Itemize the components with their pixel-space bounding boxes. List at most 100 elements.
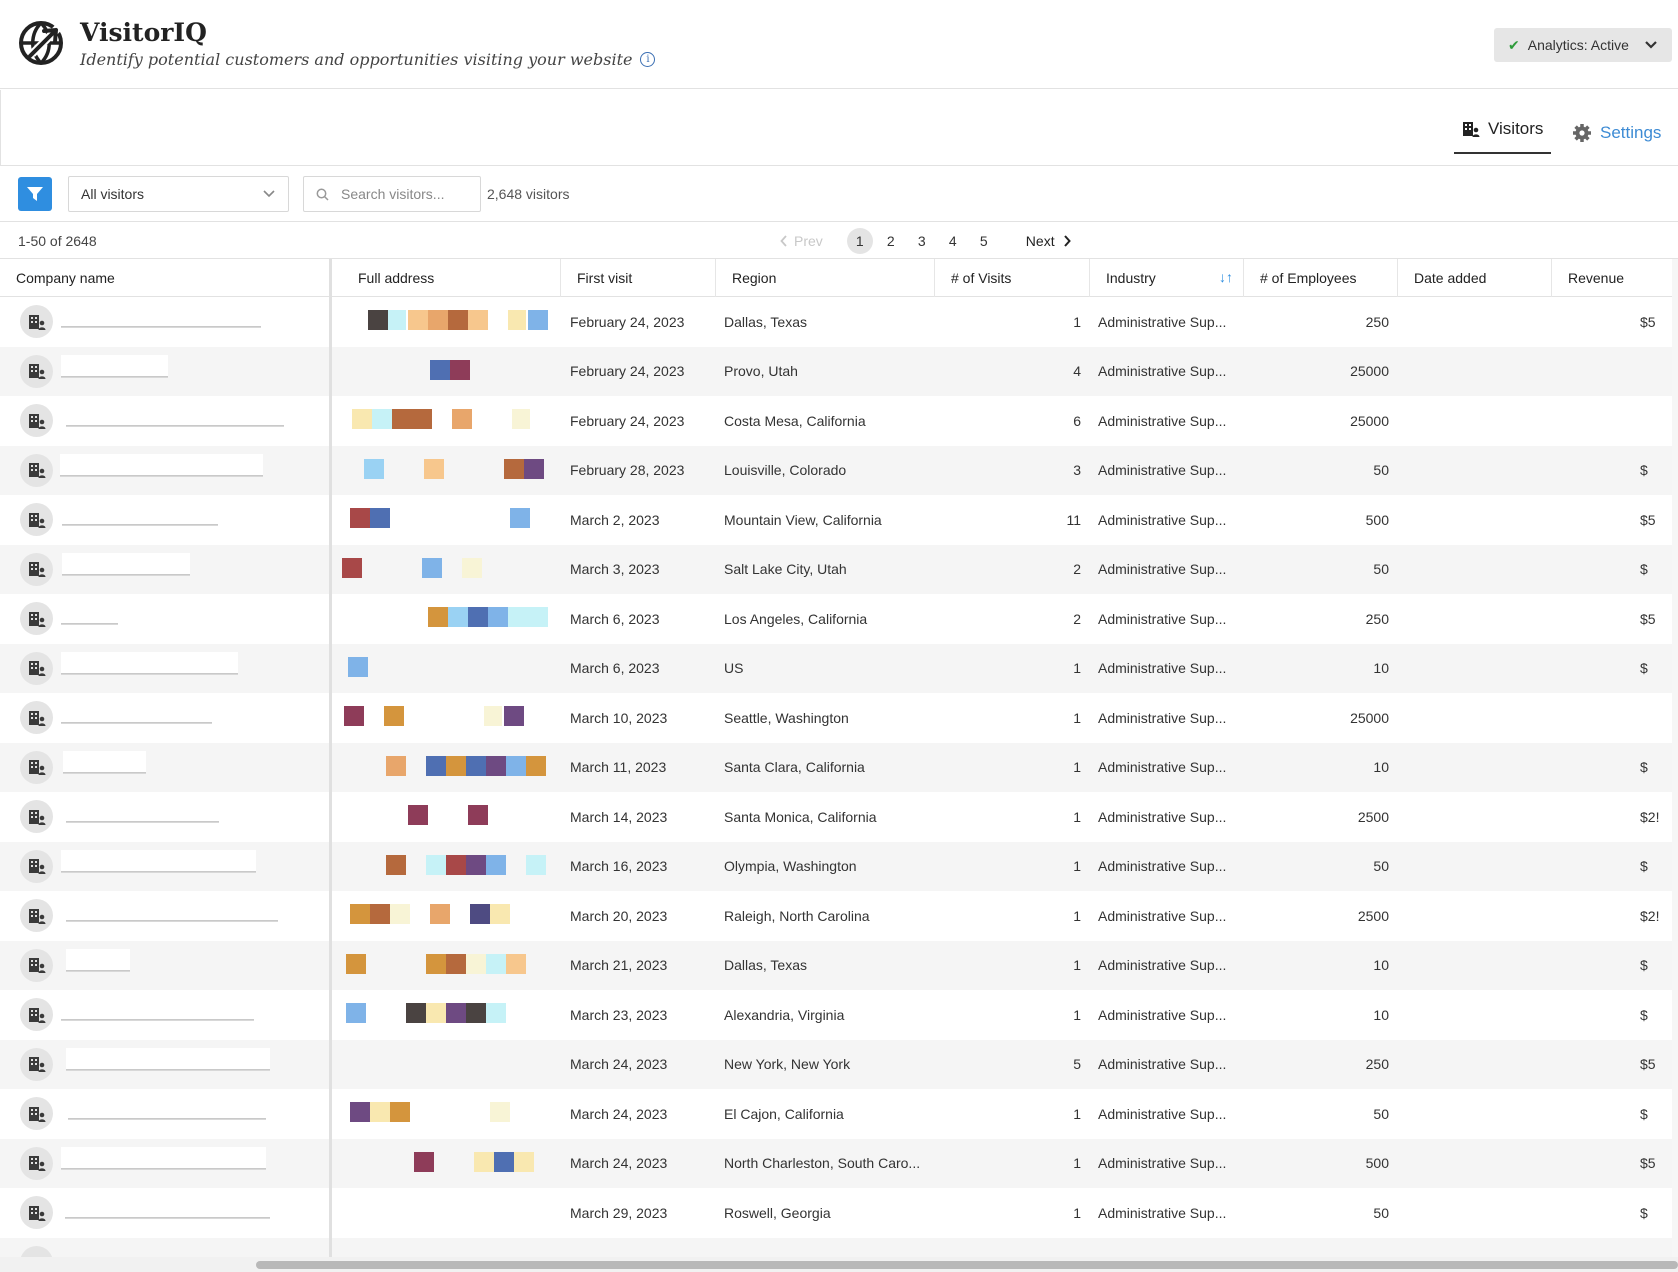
tab-settings[interactable]: Settings xyxy=(1572,116,1661,150)
region-cell: Alexandria, Virginia xyxy=(724,1006,845,1023)
tab-settings-label: Settings xyxy=(1600,123,1662,142)
table-row[interactable]: February 24, 2023 Costa Mesa, California 6… xyxy=(0,396,1678,446)
table-row[interactable]: March 3, 2023 Salt Lake City, Utah 2 Admini… xyxy=(0,544,1678,594)
region-cell: US xyxy=(724,660,744,677)
table-row[interactable]: March 6, 2023 Los Angeles, California 2 Adm… xyxy=(0,594,1678,644)
table-row[interactable]: February 24, 2023 Dallas, Texas 1 Administr… xyxy=(0,297,1678,347)
column-header-revenue[interactable]: Revenue xyxy=(1568,270,1625,286)
column-header-date-added[interactable]: Date added xyxy=(1398,259,1552,297)
table-row[interactable]: March 23, 2023 Alexandria, Virginia 1 Admin… xyxy=(0,990,1678,1040)
table-row[interactable]: March 24, 2023 North Charleston, South Ca… xyxy=(0,1138,1678,1188)
first-visit-cell: March 3, 2023 xyxy=(570,561,660,578)
company-name-cell[interactable] xyxy=(0,792,332,842)
company-name-cell[interactable] xyxy=(0,742,332,792)
region-cell: New York, New York xyxy=(724,1056,851,1073)
company-name-cell[interactable] xyxy=(0,346,332,396)
region-cell: Dallas, Texas xyxy=(724,313,808,330)
table-row[interactable]: March 14, 2023 Santa Monica, California 1 A… xyxy=(0,792,1678,842)
sort-icon[interactable]: ↓↑ xyxy=(1219,269,1233,285)
address-redacted-block xyxy=(474,1151,494,1172)
employees-cell: 10 xyxy=(1373,957,1389,974)
column-header-region[interactable]: Region xyxy=(716,259,935,297)
next-page-button[interactable]: Next xyxy=(1026,233,1071,249)
table-row[interactable]: March 2, 2023 Mountain View, California 11… xyxy=(0,495,1678,545)
company-name-cell[interactable] xyxy=(0,693,332,743)
table-row[interactable]: March 24, 2023 New York, New York 5 Adminis… xyxy=(0,1039,1678,1089)
first-visit-cell: March 24, 2023 xyxy=(570,1155,668,1172)
search-box[interactable] xyxy=(303,176,481,212)
horizontal-scrollbar[interactable] xyxy=(0,1257,1678,1272)
info-icon[interactable]: i xyxy=(640,52,656,67)
industry-cell: Administrative Sup... xyxy=(1098,1204,1227,1221)
table-row[interactable]: March 6, 2023 US 1 Administrative Sup... 10 $ xyxy=(0,643,1678,693)
company-name-cell[interactable] xyxy=(0,1138,332,1188)
company-name-cell[interactable] xyxy=(0,396,332,446)
company-name-cell[interactable] xyxy=(0,1237,332,1257)
page-4-button[interactable]: 4 xyxy=(948,233,957,249)
company-name-cell[interactable] xyxy=(0,594,332,644)
address-redacted-block xyxy=(488,607,508,627)
company-name-redacted xyxy=(61,651,238,674)
column-header-industry[interactable]: Industry ↓↑ xyxy=(1090,259,1244,297)
table-row[interactable]: March 24, 2023 El Cajon, California 1 Admin… xyxy=(0,1089,1678,1139)
tab-visitors[interactable]: Visitors xyxy=(1454,114,1552,154)
company-name-cell[interactable] xyxy=(0,1188,332,1238)
company-name-cell[interactable] xyxy=(0,445,332,495)
address-redacted-block xyxy=(468,310,488,330)
horizontal-scrollbar-thumb[interactable] xyxy=(256,1261,1678,1269)
column-header-employees[interactable]: # of Employees xyxy=(1244,259,1398,297)
prev-page-button[interactable]: Prev xyxy=(780,233,823,249)
company-name-cell[interactable] xyxy=(0,1039,332,1089)
address-redacted-block xyxy=(484,706,502,726)
industry-cell: Administrative Sup... xyxy=(1098,1105,1227,1122)
address-redacted-block xyxy=(430,359,450,380)
filter-button[interactable] xyxy=(18,177,52,211)
company-name-cell[interactable] xyxy=(0,1089,332,1139)
address-redacted-block xyxy=(504,706,524,726)
building-user-icon xyxy=(28,413,45,429)
table-row[interactable]: February 24, 2023 Provo, Utah 4 Administrat… xyxy=(0,346,1678,396)
visitor-filter-select[interactable]: All visitors xyxy=(68,176,289,212)
company-name-cell[interactable] xyxy=(0,297,332,347)
company-name-cell[interactable] xyxy=(0,544,332,594)
table-row[interactable]: March 11, 2023 Santa Clara, California 1 Ad… xyxy=(0,742,1678,792)
column-header-company-name[interactable]: Company name xyxy=(0,259,332,297)
page-1-button[interactable]: 1 xyxy=(846,228,873,254)
table-row[interactable]: March 29, 2023 Roswell, Georgia 1 Administr… xyxy=(0,1188,1678,1238)
page-5-button[interactable]: 5 xyxy=(979,233,988,249)
table-row[interactable]: March 16, 2023 Olympia, Washington 1 Admini… xyxy=(0,841,1678,891)
table-row[interactable]: March 21, 2023 Dallas, Texas 1 Administrati… xyxy=(0,940,1678,990)
company-name-cell[interactable] xyxy=(0,990,332,1040)
page-2-button[interactable]: 2 xyxy=(886,233,895,249)
table-row[interactable]: March 20, 2023 Raleigh, North Carolina 1 Ad… xyxy=(0,891,1678,941)
visits-cell: 6 xyxy=(1073,412,1081,429)
column-header-visits[interactable]: # of Visits xyxy=(935,259,1090,297)
revenue-cell: $2! xyxy=(1640,907,1660,924)
first-visit-cell: March 20, 2023 xyxy=(570,907,668,924)
address-redacted-block xyxy=(350,1102,370,1122)
company-avatar xyxy=(20,354,53,388)
company-name-cell[interactable] xyxy=(0,891,332,941)
page-3-button[interactable]: 3 xyxy=(917,233,926,249)
vertical-scrollbar[interactable] xyxy=(1672,259,1678,1257)
table-row[interactable] xyxy=(0,1237,1678,1257)
company-name-cell[interactable] xyxy=(0,495,332,545)
industry-cell: Administrative Sup... xyxy=(1098,709,1227,726)
building-user-icon xyxy=(28,1156,45,1171)
first-visit-cell: March 23, 2023 xyxy=(570,1006,668,1023)
address-redacted-block xyxy=(414,1151,434,1172)
first-visit-cell: March 14, 2023 xyxy=(570,808,668,825)
column-header-full-address[interactable]: Full address xyxy=(342,259,561,297)
visits-cell: 1 xyxy=(1073,957,1081,974)
table-row[interactable]: February 28, 2023 Louisville, Colorado 3 Ad… xyxy=(0,445,1678,495)
company-name-cell[interactable] xyxy=(0,643,332,693)
analytics-status-button[interactable]: ✔ Analytics: Active xyxy=(1494,28,1672,62)
visits-cell: 1 xyxy=(1073,1155,1081,1172)
region-cell: Dallas, Texas xyxy=(724,957,808,974)
column-header-first-visit[interactable]: First visit xyxy=(561,259,716,297)
revenue-cell: $ xyxy=(1640,1006,1648,1023)
company-name-cell[interactable] xyxy=(0,841,332,891)
company-name-cell[interactable] xyxy=(0,940,332,990)
table-row[interactable]: March 10, 2023 Seattle, Washington 1 Admini… xyxy=(0,693,1678,743)
search-input[interactable] xyxy=(341,186,471,202)
